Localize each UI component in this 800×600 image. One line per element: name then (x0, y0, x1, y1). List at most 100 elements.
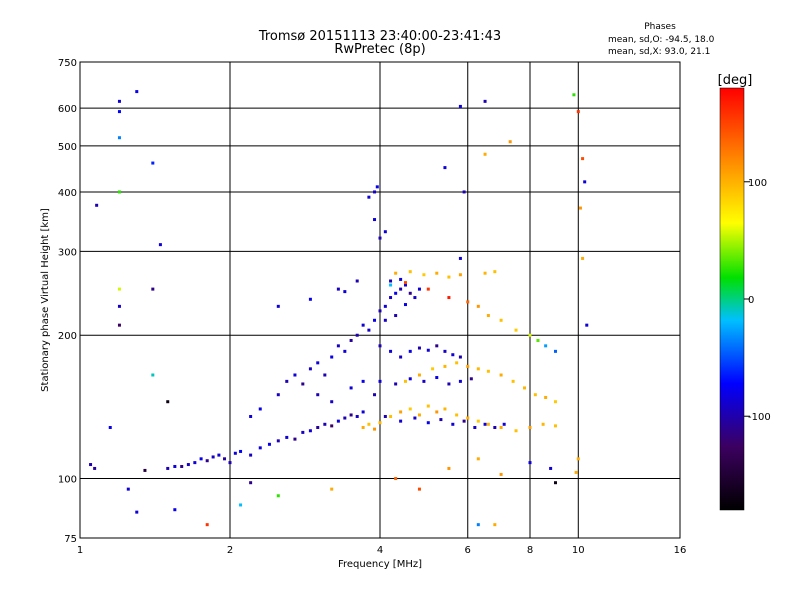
data-point (466, 364, 470, 368)
data-point (499, 318, 503, 322)
data-point (483, 99, 487, 103)
data-point (417, 373, 421, 377)
data-point (499, 373, 503, 377)
data-point (493, 523, 497, 527)
data-point (276, 304, 280, 308)
data-point (330, 400, 334, 404)
colorbar-tick-label: 0 (748, 295, 754, 306)
data-point (389, 296, 393, 300)
data-point (186, 463, 190, 467)
data-point (499, 425, 503, 429)
data-point (394, 271, 398, 275)
data-point (158, 243, 162, 247)
data-points (89, 90, 589, 527)
data-point (355, 279, 359, 283)
data-point (389, 414, 393, 418)
data-point (413, 296, 417, 300)
data-point (528, 333, 532, 337)
data-point (193, 461, 197, 465)
data-point (117, 323, 121, 327)
data-point (258, 446, 262, 450)
data-point (447, 382, 451, 386)
data-point (373, 218, 377, 222)
data-point (117, 190, 121, 194)
data-point (417, 346, 421, 350)
data-point (378, 379, 382, 383)
data-point (399, 419, 403, 423)
data-point (383, 414, 387, 418)
data-point (549, 466, 553, 470)
data-point (528, 425, 532, 429)
data-point (408, 291, 412, 295)
data-point (308, 429, 312, 433)
colorbar-tick-label: -100 (748, 412, 771, 423)
data-point (323, 373, 327, 377)
data-point (211, 455, 215, 459)
data-point (383, 304, 387, 308)
data-point (426, 404, 430, 408)
data-point (249, 453, 253, 457)
data-point (316, 393, 320, 397)
y-tick-label: 500 (58, 142, 77, 153)
data-point (361, 425, 365, 429)
data-point (417, 287, 421, 291)
data-point (458, 256, 462, 260)
data-point (143, 468, 147, 472)
data-point (426, 421, 430, 425)
data-point (403, 283, 407, 287)
data-point (135, 90, 139, 94)
data-point (486, 314, 490, 318)
x-tick-label: 6 (465, 545, 471, 556)
data-point (336, 419, 340, 423)
data-point (394, 382, 398, 386)
data-point (462, 190, 466, 194)
data-point (399, 355, 403, 359)
data-point (572, 93, 576, 97)
data-point (180, 464, 184, 468)
y-tick-labels: 75 100 200 300 400 500 600 750 (58, 58, 77, 545)
data-point (451, 353, 455, 357)
chart-title: Tromsø 20151113 23:40:00-23:41:43 (258, 29, 501, 44)
data-point (439, 418, 443, 422)
data-point (502, 422, 506, 426)
data-point (528, 461, 532, 465)
data-point (447, 275, 451, 279)
data-point (422, 379, 426, 383)
data-point (451, 422, 455, 426)
data-point (443, 166, 447, 170)
data-point (117, 136, 121, 140)
data-point (408, 349, 412, 353)
data-point (585, 323, 589, 327)
data-point (483, 271, 487, 275)
data-point (408, 407, 412, 411)
data-point (486, 422, 490, 426)
data-point (473, 425, 477, 429)
data-point (361, 410, 365, 414)
data-point (553, 481, 557, 485)
data-point (447, 296, 451, 300)
data-point (403, 303, 407, 307)
data-point (285, 379, 289, 383)
data-point (349, 338, 353, 342)
data-point (301, 382, 305, 386)
data-point (435, 344, 439, 348)
data-point (151, 161, 155, 165)
data-point (378, 236, 382, 240)
data-point (533, 393, 537, 397)
y-tick-label: 200 (58, 331, 77, 342)
data-point (544, 395, 548, 399)
data-point (258, 407, 262, 411)
data-point (394, 291, 398, 295)
data-point (373, 427, 377, 431)
y-tick-label: 75 (64, 534, 77, 545)
data-point (285, 435, 289, 439)
data-point (343, 290, 347, 294)
data-point (417, 487, 421, 491)
data-point (493, 270, 497, 274)
y-tick-label: 600 (58, 104, 77, 115)
data-point (435, 376, 439, 380)
data-point (308, 297, 312, 301)
data-point (581, 256, 585, 260)
data-point (151, 287, 155, 291)
data-point (330, 355, 334, 359)
